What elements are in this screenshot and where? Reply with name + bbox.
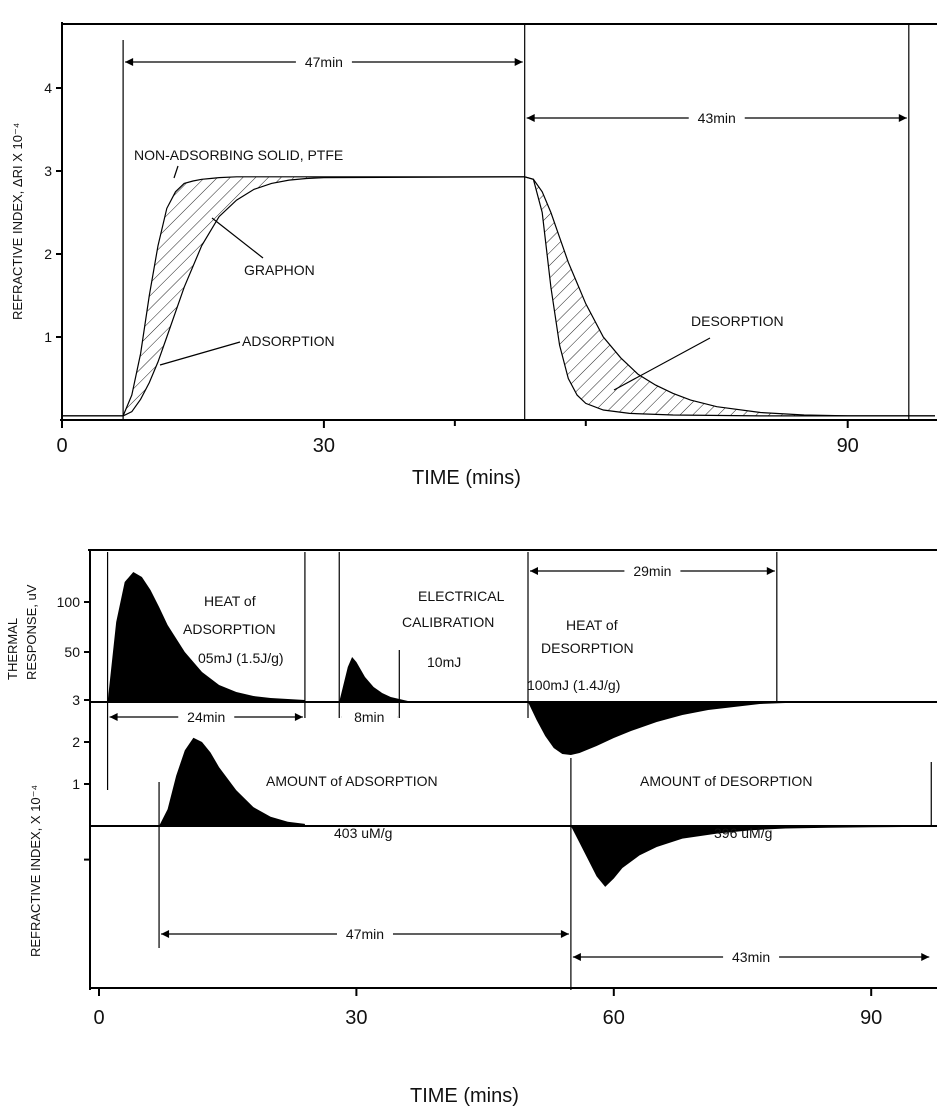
dimension-arrow-right	[766, 567, 775, 575]
dimension-arrow-right	[921, 953, 930, 961]
dimension-label: 24min	[187, 709, 225, 725]
annotation-graphon: GRAPHON	[244, 262, 315, 278]
annotation-heat-of-ads-1: HEAT of	[204, 593, 256, 609]
annotation-10mj: 10mJ	[427, 654, 461, 670]
top-chart: 1 2 3 4 0 30 90 47min 43min NON-ADSORBING SOL…	[10, 22, 937, 489]
thermal-y-ticks: 50 100	[57, 594, 90, 660]
annotation-amount-des: AMOUNT of DESORPTION	[640, 773, 812, 789]
refractive-y-tick-label: 1	[72, 776, 80, 792]
top-x-tick-label: 30	[313, 435, 335, 457]
arrow-ptfe	[173, 165, 179, 179]
dimension-label: 43min	[732, 949, 770, 965]
annotation-heat-of-ads-2: ADSORPTION	[183, 621, 276, 637]
annotation-heat-of-des-1: HEAT of	[566, 617, 618, 633]
dimension-43min: 43min	[526, 108, 907, 128]
annotation-adsorption: ADSORPTION	[242, 333, 335, 349]
bottom-x-tick-label: 60	[603, 1007, 625, 1029]
dimension-arrow-right	[898, 114, 907, 122]
thermal-area-1	[107, 572, 305, 702]
top-y-tick-label: 1	[44, 329, 52, 345]
annotation-heat-of-des-2: DESORPTION	[541, 640, 634, 656]
bottom-dimensions: 24min 8min 29min 47min 43min	[109, 561, 930, 967]
annotation-calibration-2: CALIBRATION	[402, 614, 494, 630]
arrow-adsorption	[159, 341, 241, 366]
dimension-label: 43min	[698, 110, 736, 126]
top-y-tick-label: 4	[44, 80, 52, 96]
annotation-403: 403 uM/g	[334, 825, 392, 841]
refractive-y-tick-label: 2	[72, 734, 80, 750]
annotation-amount-ads: AMOUNT of ADSORPTION	[266, 773, 438, 789]
top-x-tick-label: 0	[56, 435, 67, 457]
dimension-arrow-left	[125, 58, 134, 66]
thermal-ylabel-2: RESPONSE, uV	[24, 584, 39, 680]
dimension-arrow-right	[560, 930, 569, 938]
top-x-axis-label: TIME (mins)	[412, 467, 521, 489]
annotation-ptfe: NON-ADSORBING SOLID, PTFE	[134, 147, 343, 163]
annotation-heat-of-ads-3: 05mJ (1.5J/g)	[198, 650, 284, 666]
thermal-area-2	[339, 657, 408, 702]
thermal-areas	[107, 572, 786, 755]
thermal-area-3	[528, 702, 786, 755]
dimension-arrow-left	[109, 713, 118, 721]
dimension-label-bg	[723, 947, 780, 967]
bottom-marker-lines	[106, 552, 932, 990]
dimension-label-bg	[688, 108, 745, 128]
dimension-arrow-right	[514, 58, 523, 66]
arrow-desorption	[613, 337, 711, 391]
series-line-graphon	[62, 176, 935, 417]
bottom-x-tick-label: 0	[93, 1007, 104, 1029]
top-hatch-adsorption-area	[123, 176, 324, 416]
bottom-x-ticks: 0 30 60 90	[93, 988, 882, 1029]
bottom-x-axis-label: TIME (mins)	[410, 1085, 519, 1107]
top-hatch-desorption-area	[524, 176, 848, 416]
series-line-ptfe	[62, 176, 935, 417]
bottom-x-tick-label: 30	[345, 1007, 367, 1029]
top-y-axis-label: REFRACTIVE INDEX, ΔRI X 10⁻⁴	[10, 123, 25, 320]
dimension-label: 47min	[346, 926, 384, 942]
annotation-desorption: DESORPTION	[691, 313, 784, 329]
dimension-arrow-left	[530, 567, 538, 575]
dimension-label: 47min	[305, 54, 343, 70]
thermal-ylabel-1: THERMAL	[5, 618, 20, 680]
dimension-47min: 47min	[125, 52, 523, 72]
refractive-ylabel: REFRACTIVE INDEX, X 10⁻⁴	[28, 785, 43, 957]
refractive-area-1	[159, 737, 305, 826]
refractive-areas	[159, 737, 932, 887]
dimension-label-bg	[295, 52, 352, 72]
dimension-arrow-left	[526, 114, 535, 122]
annotation-396: 396 uM/g	[714, 825, 772, 841]
top-x-tick-label: 90	[837, 435, 859, 457]
dimension-label-bg	[336, 924, 393, 944]
refractive-y-tick-label: 3	[72, 692, 80, 708]
arrow-graphon	[211, 217, 264, 259]
dimension-label-bg	[178, 707, 235, 727]
top-y-tick-label: 3	[44, 163, 52, 179]
annotation-calibration-1: ELECTRICAL	[418, 588, 505, 604]
bottom-chart: 50 100 1 2 3 0 30 60 90 24min 8min 29min 47min 43m…	[5, 549, 937, 1107]
dimension-arrow-right	[294, 713, 303, 721]
dimension-label: 8min	[354, 709, 384, 725]
top-y-ticks: 1 2 3 4	[44, 80, 62, 345]
thermal-y-tick-label: 100	[57, 594, 81, 610]
annotation-heat-of-des-3: 100mJ (1.4J/g)	[527, 677, 620, 693]
top-y-tick-label: 2	[44, 246, 52, 262]
thermal-y-tick-label: 50	[64, 644, 80, 660]
dimension-arrow-left	[161, 930, 170, 938]
bottom-x-tick-label: 90	[860, 1007, 882, 1029]
top-x-ticks: 0 30 90	[56, 420, 859, 457]
refractive-area-2	[570, 826, 932, 887]
dimension-arrow-left	[572, 953, 581, 961]
dimension-label-bg	[624, 561, 681, 581]
dimension-label-bg	[341, 707, 398, 727]
refractive-y-ticks: 1 2 3	[72, 692, 90, 861]
dimension-label: 29min	[633, 563, 671, 579]
